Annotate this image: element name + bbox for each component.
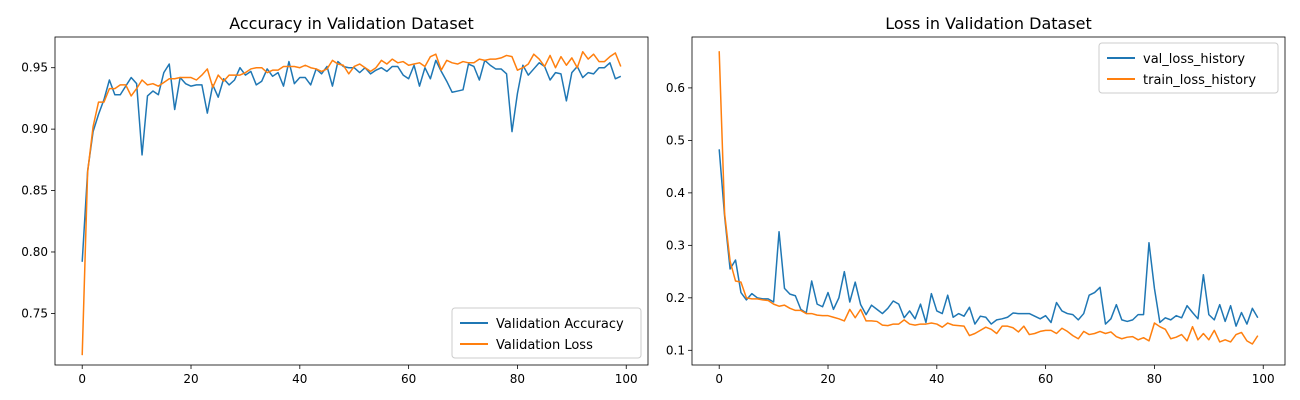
accuracy-chart: Accuracy in Validation Dataset 0 20 40 60 80 1… xyxy=(21,14,649,386)
legend-label: val_loss_history xyxy=(1143,52,1245,67)
legend-label: train_loss_history xyxy=(1143,73,1256,88)
x-tick-label: 40 xyxy=(929,372,944,386)
x-tick-label: 40 xyxy=(292,372,307,386)
legend-box xyxy=(451,307,642,359)
x-tick-label: 100 xyxy=(1252,372,1275,386)
y-tick-label: 0.90 xyxy=(21,122,48,136)
x-tick-label: 0 xyxy=(78,372,86,386)
y-tick-label: 0.3 xyxy=(666,238,685,252)
y-tick-label: 0.4 xyxy=(666,186,685,200)
legend-label: Validation Loss xyxy=(496,338,593,353)
series-line-1 xyxy=(718,51,1259,345)
y-tick-label: 0.5 xyxy=(666,133,685,147)
y-tick-label: 0.2 xyxy=(666,291,685,305)
x-tick-label: 20 xyxy=(820,372,835,386)
chart-title: Loss in Validation Dataset xyxy=(885,14,1092,33)
series-line-0 xyxy=(81,59,622,262)
x-tick-label: 20 xyxy=(183,372,198,386)
y-tick-label: 0.75 xyxy=(21,306,48,320)
x-tick-label: 80 xyxy=(1147,372,1162,386)
loss-chart: Loss in Validation Dataset 0 20 40 60 80 100 0.… xyxy=(666,14,1286,386)
plot-frame xyxy=(691,36,1286,366)
y-tick-label: 0.6 xyxy=(666,81,685,95)
y-tick-label: 0.85 xyxy=(21,184,48,198)
x-tick-label: 80 xyxy=(510,372,525,386)
x-tick-label: 100 xyxy=(615,372,638,386)
series-line-1 xyxy=(81,50,622,356)
plot-frame xyxy=(54,36,649,366)
y-tick-label: 0.1 xyxy=(666,343,685,357)
x-tick-label: 60 xyxy=(1038,372,1053,386)
chart-title: Accuracy in Validation Dataset xyxy=(229,14,474,33)
y-tick-label: 0.80 xyxy=(21,245,48,259)
series-line-0 xyxy=(718,149,1259,327)
legend-box xyxy=(1098,42,1279,94)
x-tick-label: 60 xyxy=(401,372,416,386)
y-tick-label: 0.95 xyxy=(21,61,48,75)
x-tick-label: 0 xyxy=(715,372,723,386)
legend-label: Validation Accuracy xyxy=(496,317,624,332)
